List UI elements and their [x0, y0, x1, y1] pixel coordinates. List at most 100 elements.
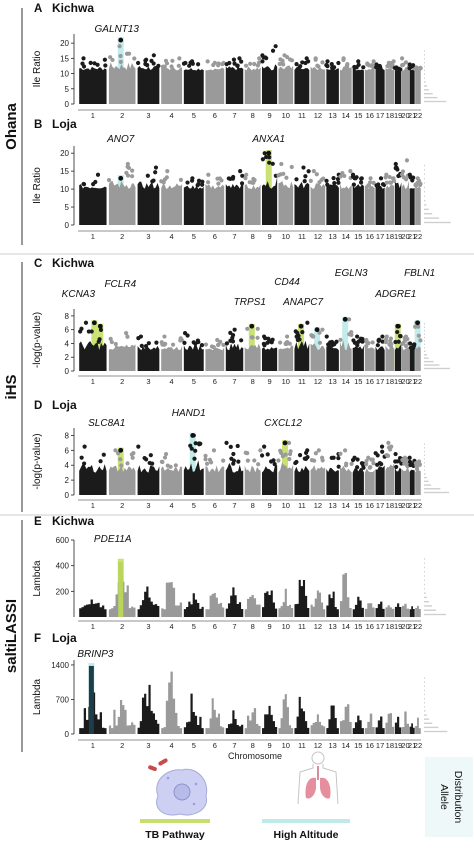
chrom-10-point: [289, 164, 294, 170]
chrom-9-point: [270, 48, 276, 53]
panel-e-x-tick-label: 4: [170, 622, 174, 631]
chrom-5-signal: [183, 693, 204, 734]
panel-c-x-tick-label: 6: [213, 377, 217, 386]
panel-f-x-tick-label: 11: [298, 741, 306, 750]
chrom-18-point: [388, 336, 393, 341]
chrom-18-signal: [385, 605, 395, 617]
chrom-16-point: [367, 465, 372, 470]
chrom-14-point: [349, 461, 354, 466]
chrom-1-point: [95, 62, 100, 67]
chrom-11-point: [306, 169, 311, 174]
allele-bin: [424, 367, 450, 370]
chrom-3-point: [143, 58, 148, 63]
allele-bin: [424, 65, 425, 68]
chrom-9-point: [260, 59, 265, 64]
highlight-peak-brinp3: [88, 665, 94, 734]
chrom-13-point: [328, 340, 333, 345]
chrom-9-point: [260, 157, 265, 162]
chrom-2-point: [129, 174, 135, 179]
panel-c-letter: C: [34, 258, 42, 270]
chrom-14-point: [348, 169, 353, 174]
chrom-12-point: [313, 57, 318, 62]
chrom-20-point: [400, 457, 405, 463]
highlight-band-egln3: [342, 316, 349, 371]
panel-c-x-tick-label: 7: [232, 377, 236, 386]
allele-bin: [424, 447, 425, 449]
panel-b-x-tick-label: 8: [251, 232, 255, 241]
chrom-12-point: [313, 451, 318, 456]
chrom-11-band: [294, 66, 310, 104]
chrom-1-point: [95, 172, 101, 177]
x-axis-label: Chromosome: [228, 751, 282, 761]
panel-a-x-tick-label: 21: [408, 111, 416, 120]
allele-bin: [424, 343, 425, 346]
panel-d-x-tick-label: 13: [328, 501, 336, 510]
allele-bin: [424, 469, 425, 471]
panel-a-x-tick-label: 10: [282, 111, 290, 120]
chrom-14-signal: [339, 704, 352, 734]
chrom-17-point: [379, 444, 385, 449]
chrom-1-point: [98, 459, 103, 464]
panel-a-x-tick-label: 7: [232, 111, 236, 120]
panel-d-x-tick-label: 12: [314, 501, 322, 510]
allele-bin: [424, 61, 425, 64]
chrom-10-band: [278, 181, 294, 225]
chrom-11-point: [303, 174, 308, 179]
chrom-3-point: [136, 60, 141, 66]
panel-c-y-tick-label: 0: [65, 367, 70, 376]
chrom-17-point: [378, 176, 384, 181]
panel-b-x-tick-label: 6: [213, 232, 217, 241]
chrom-10-point: [276, 458, 281, 463]
chrom-4-point: [163, 451, 169, 457]
panel-f-x-tick-label: 14: [342, 741, 350, 750]
chrom-20-point: [404, 158, 410, 163]
chrom-20-band: [401, 180, 409, 225]
chrom-15-point: [359, 176, 364, 181]
allele-bin: [424, 689, 425, 692]
panel-e-x-tick-label: 10: [282, 622, 290, 631]
chrom-6-band: [205, 347, 225, 371]
chrom-14-point: [338, 337, 343, 342]
chrom-2-band: [108, 62, 136, 104]
chrom-16-band: [364, 347, 375, 371]
chrom-7-point: [230, 339, 236, 344]
chrom-22-point: [418, 66, 423, 71]
chrom-22-band: [415, 346, 421, 371]
panel-e-x-tick-label: 8: [251, 622, 255, 631]
highlight-point-slc8a1: [118, 447, 124, 453]
chrom-15-point: [351, 182, 356, 187]
chrom-4-band: [161, 466, 183, 495]
panel-d-x-tick-label: 18: [386, 501, 394, 510]
chrom-10-point: [284, 175, 289, 180]
chrom-22-point: [414, 65, 420, 71]
chrom-2-band: [108, 465, 136, 495]
chrom-19-point: [395, 459, 400, 464]
panel-d-x-tick-label: 16: [366, 501, 374, 510]
chrom-4-point: [164, 61, 170, 66]
chrom-14-point: [342, 173, 347, 179]
chrom-4-point: [170, 342, 176, 347]
chrom-1-point: [82, 461, 87, 466]
chrom-17-point: [377, 461, 382, 466]
chrom-12-point: [320, 60, 325, 65]
chrom-2-point: [125, 164, 130, 169]
panel-b-x-tick-label: 22: [414, 232, 422, 241]
highlight-point-galnt13: [118, 37, 124, 43]
chrom-13-point: [325, 64, 330, 69]
panel-e-x-tick-label: 11: [298, 622, 306, 631]
chrom-7-point: [235, 443, 240, 449]
panel-e-x-tick-label: 17: [376, 622, 384, 631]
chrom-5-point: [188, 443, 193, 448]
chrom-14-point: [347, 332, 352, 337]
chrom-1-point: [101, 452, 106, 457]
chrom-20-point: [405, 336, 410, 342]
panel-e-x-tick-label: 22: [414, 622, 422, 631]
chrom-18-point: [391, 176, 396, 181]
chrom-5-signal: [183, 593, 204, 617]
panel-d-x-tick-label: 20: [401, 501, 409, 510]
chrom-8-band: [244, 343, 261, 371]
chrom-3-point: [143, 344, 149, 349]
chrom-3-band: [137, 465, 160, 495]
chrom-7-point: [230, 176, 236, 181]
